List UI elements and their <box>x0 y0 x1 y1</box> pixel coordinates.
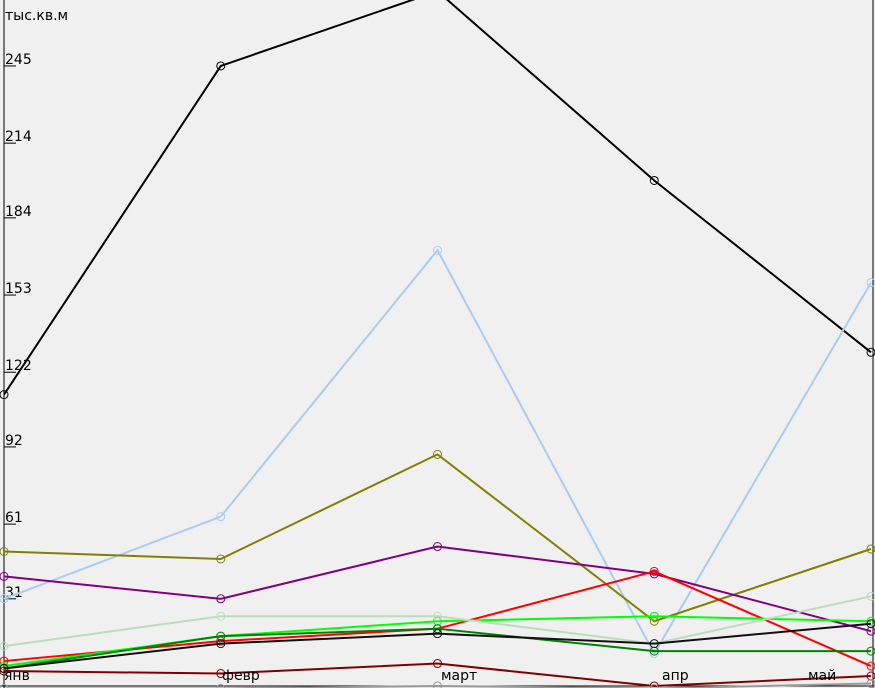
data-point <box>866 646 875 656</box>
data-point <box>649 681 659 688</box>
data-point <box>649 611 659 621</box>
data-point <box>866 278 875 288</box>
data-point <box>866 616 875 626</box>
series-line <box>3 0 872 396</box>
data-point <box>216 631 226 641</box>
series-9 <box>0 659 875 688</box>
data-point <box>866 661 875 671</box>
data-point <box>433 681 442 688</box>
data-point <box>216 611 226 621</box>
data-point <box>866 671 875 681</box>
data-point <box>866 619 875 629</box>
data-point <box>649 649 659 659</box>
data-point <box>433 449 442 459</box>
data-point <box>216 669 226 679</box>
y-tick-label: 92 <box>5 433 23 449</box>
series-line <box>3 627 871 670</box>
x-tick-label: янв <box>4 668 30 684</box>
data-point <box>0 683 9 688</box>
data-point <box>433 245 442 255</box>
data-point <box>0 571 9 581</box>
series-line <box>3 545 872 633</box>
y-tick-label: 153 <box>5 281 32 297</box>
series-line <box>4 682 872 688</box>
y-tick-label: 245 <box>5 52 32 68</box>
data-point <box>216 683 226 688</box>
y-tick-label: 61 <box>5 510 23 526</box>
data-point <box>216 512 226 522</box>
series-10 <box>0 678 875 688</box>
series-3 <box>0 542 875 636</box>
data-point <box>0 666 9 676</box>
data-point <box>216 594 226 604</box>
data-point <box>649 639 659 649</box>
data-point <box>649 646 659 656</box>
series-1 <box>0 245 875 659</box>
data-point <box>0 547 9 556</box>
data-point <box>0 390 9 400</box>
x-tick-label: февр <box>222 668 260 684</box>
series-line <box>3 248 872 656</box>
x-tick-label: май <box>808 668 836 684</box>
data-point <box>216 61 226 71</box>
series-2 <box>0 449 875 626</box>
y-axis-label: тыс.кв.м <box>5 8 68 24</box>
data-point <box>433 542 442 552</box>
data-point <box>433 611 442 621</box>
y-tick-label: 184 <box>5 204 32 220</box>
data-point <box>433 629 442 639</box>
data-point <box>0 664 9 674</box>
data-point <box>649 175 659 185</box>
data-point <box>0 661 9 671</box>
data-point <box>866 678 875 688</box>
data-point <box>433 659 442 669</box>
data-point <box>216 554 226 564</box>
series-line <box>3 595 872 648</box>
series-line <box>3 662 872 687</box>
data-point <box>866 544 875 554</box>
data-point <box>866 347 875 357</box>
series-line <box>3 622 872 670</box>
series-line <box>3 453 872 623</box>
series-8 <box>0 619 875 674</box>
data-point <box>649 683 659 688</box>
data-point <box>866 626 875 636</box>
x-tick-labels: янв февр март апр май <box>4 668 836 684</box>
series-0 <box>0 0 875 400</box>
x-tick-label: апр <box>662 668 689 684</box>
data-point <box>0 594 9 604</box>
data-point <box>649 566 659 576</box>
y-tick-label: 214 <box>5 129 32 145</box>
x-tick-label: март <box>441 668 477 684</box>
data-point <box>866 591 875 601</box>
data-point <box>216 639 226 649</box>
data-point <box>0 641 9 651</box>
